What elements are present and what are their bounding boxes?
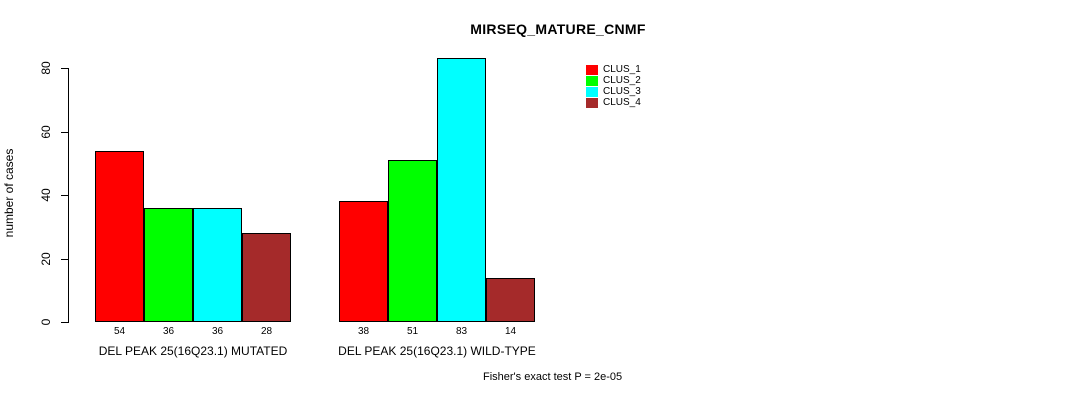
y-tick-label-text: 60 xyxy=(39,125,53,139)
legend-row-CLUS_1: CLUS_1 xyxy=(586,64,641,75)
bar-CLUS_3-group2 xyxy=(437,58,486,322)
y-axis-title: number of cases xyxy=(2,148,16,238)
legend-label-CLUS_3: CLUS_3 xyxy=(603,86,641,97)
legend-swatch-CLUS_4 xyxy=(586,97,598,108)
y-axis-line xyxy=(68,68,69,323)
legend-row-CLUS_3: CLUS_3 xyxy=(586,86,641,97)
y-tick-mark-20 xyxy=(61,259,68,260)
y-tick-mark-0 xyxy=(61,322,68,323)
bar-value-label-CLUS_1-group2: 38 xyxy=(357,326,370,337)
legend: CLUS_1 CLUS_2 CLUS_3 CLUS_4 xyxy=(586,64,641,108)
y-tick-label-20: 20 xyxy=(39,252,53,266)
legend-label-CLUS_1: CLUS_1 xyxy=(603,64,641,75)
y-tick-label-40: 40 xyxy=(39,188,53,202)
bar-CLUS_3-group1 xyxy=(193,208,242,322)
bar-value-label-CLUS_2-group1: 36 xyxy=(162,326,175,337)
bar-CLUS_4-group2 xyxy=(486,278,535,322)
bar-CLUS_2-group1 xyxy=(144,208,193,322)
bar-value-label-CLUS_2-group2: 51 xyxy=(406,326,419,337)
group-label-1: DEL PEAK 25(16Q23.1) MUTATED xyxy=(98,344,288,358)
legend-label-CLUS_4: CLUS_4 xyxy=(603,97,641,108)
legend-row-CLUS_4: CLUS_4 xyxy=(586,97,641,108)
y-tick-label-60: 60 xyxy=(39,125,53,139)
chart-title: MIRSEQ_MATURE_CNMF xyxy=(470,21,646,37)
group-label-2: DEL PEAK 25(16Q23.1) WILD-TYPE xyxy=(338,344,536,358)
bar-value-label-CLUS_1-group1: 54 xyxy=(113,326,126,337)
y-tick-label-0: 0 xyxy=(39,318,53,326)
bar-value-label-CLUS_4-group1: 28 xyxy=(260,326,273,337)
legend-swatch-CLUS_3 xyxy=(586,86,598,97)
y-tick-label-80: 80 xyxy=(39,61,53,75)
y-tick-label-text: 40 xyxy=(39,188,53,202)
bar-value-label-CLUS_3-group2: 83 xyxy=(455,326,468,337)
legend-swatch-CLUS_1 xyxy=(586,64,598,75)
legend-swatch-CLUS_2 xyxy=(586,75,598,86)
fisher-test-annotation: Fisher's exact test P = 2e-05 xyxy=(483,371,623,383)
y-tick-label-text: 20 xyxy=(39,252,53,266)
bar-CLUS_4-group1 xyxy=(242,233,291,322)
y-tick-mark-60 xyxy=(61,132,68,133)
bar-value-label-CLUS_3-group1: 36 xyxy=(211,326,224,337)
bar-CLUS_1-group2 xyxy=(339,201,388,322)
y-tick-mark-40 xyxy=(61,195,68,196)
y-tick-mark-80 xyxy=(61,68,68,69)
bar-value-label-CLUS_4-group2: 14 xyxy=(504,326,517,337)
y-tick-label-text: 80 xyxy=(39,61,53,75)
y-axis-title-text: number of cases xyxy=(2,148,16,238)
bar-CLUS_1-group1 xyxy=(95,151,144,322)
legend-row-CLUS_2: CLUS_2 xyxy=(586,75,641,86)
bar-CLUS_2-group2 xyxy=(388,160,437,322)
y-tick-label-text: 0 xyxy=(39,318,53,326)
legend-label-CLUS_2: CLUS_2 xyxy=(603,75,641,86)
